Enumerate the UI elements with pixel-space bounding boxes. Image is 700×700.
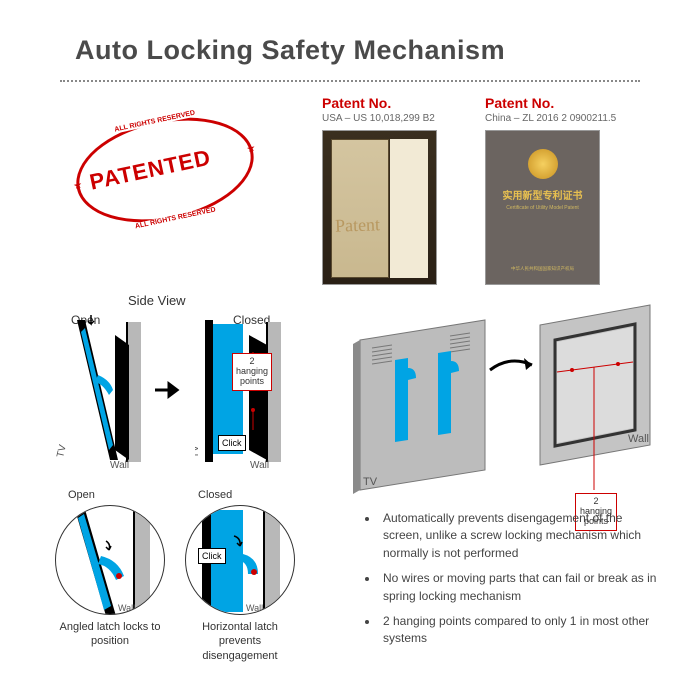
svg-text:Wall: Wall: [250, 460, 269, 470]
side-view-open-diagram: TV Wall: [55, 310, 145, 470]
svg-text:Wall: Wall: [118, 603, 135, 613]
svg-text:Wall: Wall: [628, 433, 649, 445]
caption-closed: Horizontal latch prevents disengagement: [182, 620, 298, 663]
arrow-icon: [153, 380, 183, 400]
patent-china: Patent No. China – ZL 2016 2 0900211.5 实…: [485, 95, 616, 285]
circ-open-label: Open: [68, 489, 95, 501]
feature-bullets: Automatically prevents disengagement of …: [365, 510, 660, 656]
patented-stamp: ALL RIGHTS RESERVED PATENTED ALL RIGHTS …: [67, 102, 264, 237]
click-label-side: Click: [218, 435, 246, 451]
patent-china-cert: 实用新型专利证书 Certificate of Utility Model Pa…: [485, 130, 600, 285]
circle-open-diagram: TV Wall: [55, 505, 165, 615]
svg-text:TV: TV: [363, 476, 378, 488]
patent-usa: Patent No. USA – US 10,018,299 B2 Patent: [322, 95, 437, 285]
divider: [60, 80, 640, 82]
svg-text:TV: TV: [195, 445, 201, 458]
caption-open: Angled latch locks to position: [48, 620, 172, 649]
svg-text:Wall: Wall: [246, 603, 263, 613]
patent-usa-cert: Patent: [322, 130, 437, 285]
callout-hanging-points-side: 2 hanging points: [232, 353, 272, 391]
isometric-diagram: TV Wall: [350, 300, 660, 500]
svg-text:TV: TV: [58, 593, 71, 607]
click-label-circle: Click: [198, 548, 226, 564]
svg-text:TV: TV: [55, 443, 69, 458]
page-title: Auto Locking Safety Mechanism: [75, 35, 505, 66]
svg-text:Wall: Wall: [110, 460, 129, 470]
patent-china-number: China – ZL 2016 2 0900211.5: [485, 113, 616, 124]
bullet-item: No wires or moving parts that can fail o…: [379, 570, 660, 605]
side-view-heading: Side View: [128, 293, 186, 308]
bullet-item: 2 hanging points compared to only 1 in m…: [379, 613, 660, 648]
svg-text:TV: TV: [188, 594, 198, 606]
patent-china-label: Patent No.: [485, 95, 616, 111]
patent-usa-number: USA – US 10,018,299 B2: [322, 113, 437, 124]
patent-usa-label: Patent No.: [322, 95, 437, 111]
bullet-item: Automatically prevents disengagement of …: [379, 510, 660, 562]
circ-closed-label: Closed: [198, 489, 232, 501]
